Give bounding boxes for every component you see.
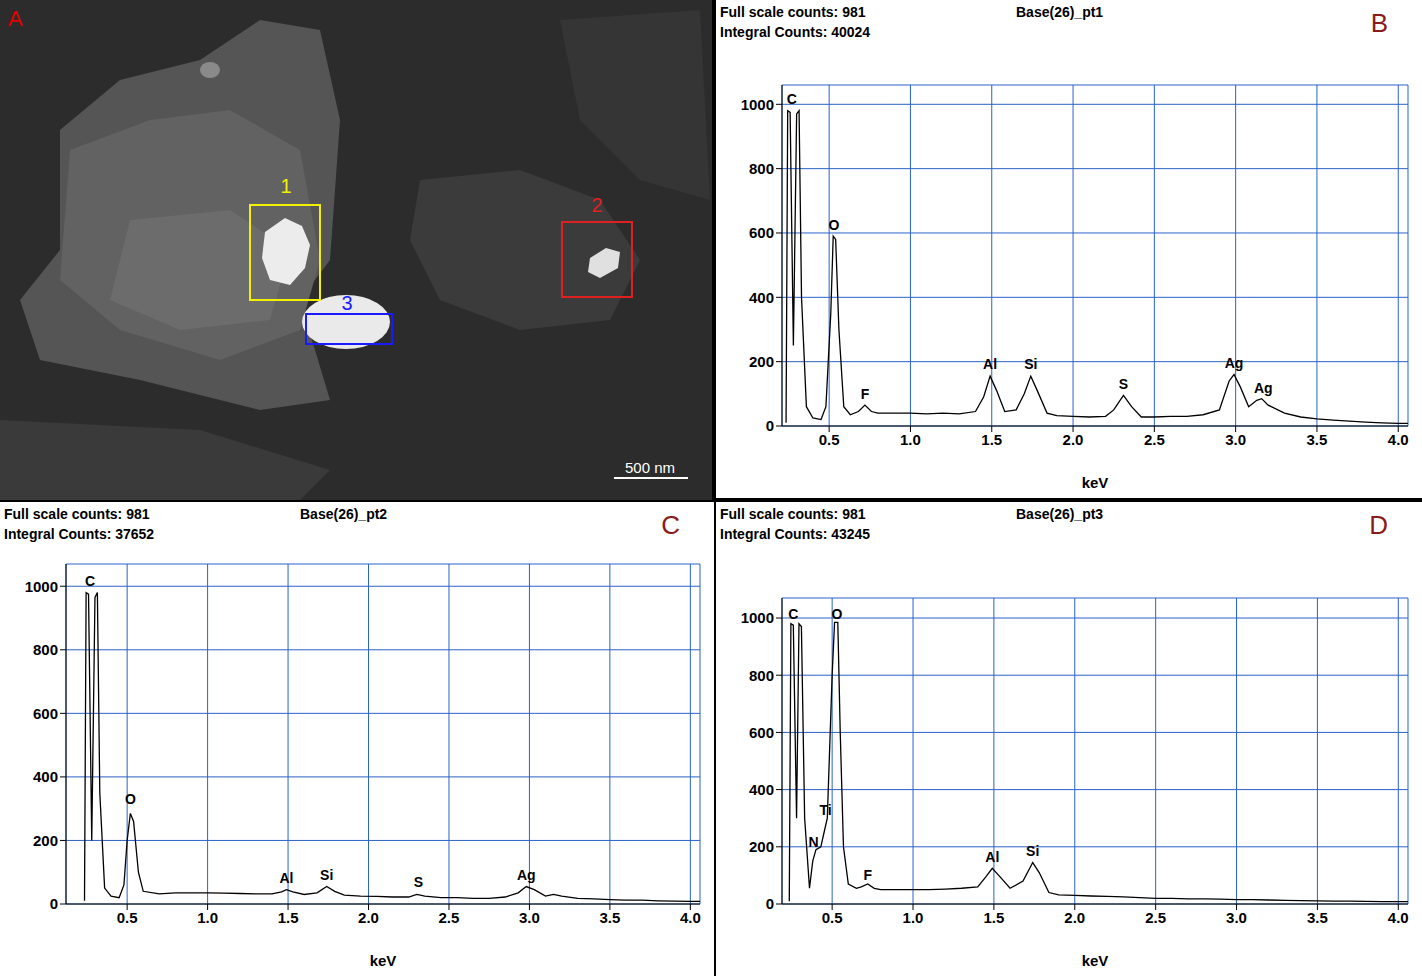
svg-text:F: F [861,386,870,402]
svg-text:Al: Al [985,849,999,865]
svg-text:1.5: 1.5 [981,431,1002,448]
svg-text:2.0: 2.0 [358,909,379,926]
svg-text:4.0: 4.0 [1388,431,1409,448]
svg-text:1.0: 1.0 [197,909,218,926]
svg-text:500 nm: 500 nm [625,459,675,476]
svg-text:600: 600 [749,224,774,241]
svg-text:0: 0 [766,895,774,912]
svg-text:2: 2 [591,194,602,216]
html-text:Full scale counts: 981: Full scale counts: 981 [720,506,866,522]
svg-text:keV: keV [1082,474,1109,491]
svg-text:600: 600 [749,724,774,741]
svg-text:Si: Si [1024,356,1037,372]
svg-text:1.0: 1.0 [900,431,921,448]
svg-text:Al: Al [279,870,293,886]
html-text:Integral Counts: 40024: Integral Counts: 40024 [720,24,871,40]
svg-text:Ti: Ti [820,802,832,818]
svg-text:3.0: 3.0 [1225,431,1246,448]
svg-text:C: C [788,606,798,622]
html-text:C: C [661,510,680,540]
svg-text:1000: 1000 [741,609,774,626]
svg-text:3: 3 [341,292,352,314]
html-text:D: D [1369,510,1388,540]
html-text:Full scale counts: 981: Full scale counts: 981 [4,506,150,522]
html-text:Full scale counts: 981: Full scale counts: 981 [720,4,866,20]
html-text:Base(26)_pt1: Base(26)_pt1 [1016,4,1104,20]
svg-text:2.0: 2.0 [1063,431,1084,448]
svg-text:200: 200 [33,832,58,849]
svg-text:S: S [414,874,423,890]
svg-text:1.5: 1.5 [278,909,299,926]
svg-text:3.0: 3.0 [519,909,540,926]
svg-text:keV: keV [1082,952,1109,969]
svg-text:200: 200 [749,838,774,855]
html-text:Integral Counts: 37652: Integral Counts: 37652 [4,526,155,542]
svg-text:N: N [808,834,818,850]
svg-text:Al: Al [983,356,997,372]
svg-text:0: 0 [766,417,774,434]
svg-text:Si: Si [1026,843,1039,859]
svg-text:3.5: 3.5 [1307,909,1328,926]
svg-text:800: 800 [749,667,774,684]
svg-text:800: 800 [33,641,58,658]
svg-text:600: 600 [33,705,58,722]
svg-text:3.5: 3.5 [1307,431,1328,448]
svg-text:3.5: 3.5 [599,909,620,926]
svg-text:C: C [85,573,95,589]
svg-text:0: 0 [50,895,58,912]
svg-text:S: S [1119,376,1128,392]
svg-text:1.5: 1.5 [983,909,1004,926]
svg-text:2.0: 2.0 [1064,909,1085,926]
html-text:Base(26)_pt3: Base(26)_pt3 [1016,506,1104,522]
svg-text:keV: keV [370,952,397,969]
svg-text:Ag: Ag [517,867,536,883]
svg-text:2.5: 2.5 [439,909,460,926]
svg-text:2.5: 2.5 [1145,909,1166,926]
svg-text:O: O [829,217,840,233]
html-text:Base(26)_pt2: Base(26)_pt2 [300,506,388,522]
svg-text:0.5: 0.5 [822,909,843,926]
svg-text:400: 400 [33,768,58,785]
svg-text:3.0: 3.0 [1226,909,1247,926]
svg-text:F: F [863,867,872,883]
svg-text:800: 800 [749,160,774,177]
svg-text:200: 200 [749,353,774,370]
svg-text:1: 1 [280,175,291,197]
svg-text:400: 400 [749,781,774,798]
svg-text:4.0: 4.0 [680,909,701,926]
svg-text:1000: 1000 [25,578,58,595]
svg-text:C: C [787,91,797,107]
svg-text:2.5: 2.5 [1144,431,1165,448]
svg-text:O: O [125,791,136,807]
svg-text:0.5: 0.5 [117,909,138,926]
svg-text:Ag: Ag [1254,380,1273,396]
svg-text:4.0: 4.0 [1388,909,1409,926]
svg-text:Ag: Ag [1225,355,1244,371]
html-text:B: B [1370,8,1388,38]
svg-text:1.0: 1.0 [903,909,924,926]
svg-text:Si: Si [320,867,333,883]
svg-text:400: 400 [749,289,774,306]
svg-text:O: O [832,606,843,622]
svg-text:A: A [8,6,23,31]
html-text:Integral Counts: 43245: Integral Counts: 43245 [720,526,871,542]
svg-text:1000: 1000 [741,96,774,113]
svg-text:0.5: 0.5 [819,431,840,448]
